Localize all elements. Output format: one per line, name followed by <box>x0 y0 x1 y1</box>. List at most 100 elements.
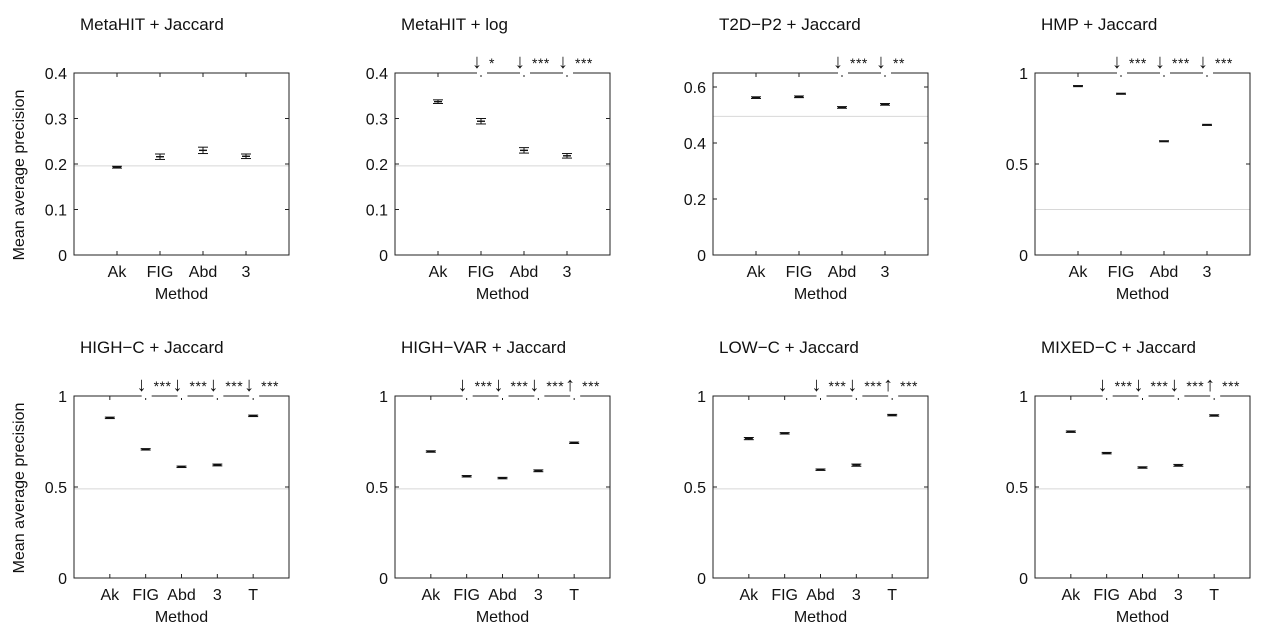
significance-mark: ↓ *** <box>458 374 492 398</box>
x-tick-label: Ak <box>429 264 449 281</box>
significance-mark: ↓ *** <box>1198 51 1233 75</box>
significance-stars: *** <box>261 378 279 394</box>
down-arrow-icon: ↓ <box>494 374 504 396</box>
data-point <box>198 146 208 155</box>
significance-stars: *** <box>1115 378 1133 394</box>
data-point <box>104 416 115 420</box>
significance-stars: *** <box>532 55 550 71</box>
down-arrow-icon: ↓ <box>472 51 482 73</box>
data-point <box>794 95 804 99</box>
axes-frame <box>1034 72 1251 256</box>
significance-stars: *** <box>582 378 600 394</box>
down-arrow-icon: ↓ <box>515 51 525 73</box>
significance-mark: ↓ *** <box>529 374 564 398</box>
data-point <box>112 165 122 169</box>
data-point <box>433 99 443 104</box>
axis-gap <box>838 71 848 75</box>
significance-mark: ↓ *** <box>833 51 868 75</box>
significance-mark: ↓ ** <box>876 51 905 75</box>
axes-frame <box>394 395 611 579</box>
down-arrow-icon: ↓ <box>458 374 468 396</box>
significance-mark: ↑ *** <box>565 374 600 398</box>
axis-gap <box>534 394 545 398</box>
x-tick-label: Ak <box>108 264 128 281</box>
data-point <box>212 463 223 467</box>
down-arrow-icon: ↓ <box>1134 374 1144 396</box>
y-tick-label: 0 <box>58 571 67 588</box>
x-tick-label: FIG <box>786 264 813 281</box>
significance-stars: *** <box>850 55 868 71</box>
y-tick-label: 1 <box>697 389 706 406</box>
x-axis-label: Method <box>476 286 529 303</box>
x-axis-label: Method <box>1116 609 1169 626</box>
x-tick-label: FIG <box>771 587 798 604</box>
data-point <box>425 450 436 453</box>
significance-mark: ↓ *** <box>1155 51 1190 75</box>
x-axis-label: Method <box>155 609 208 626</box>
significance-stars: * <box>489 55 495 71</box>
data-point <box>779 432 790 435</box>
axis-gap <box>816 394 827 398</box>
significance-mark: ↑ *** <box>1205 374 1240 398</box>
significance-stars: *** <box>900 378 918 394</box>
y-tick-label: 0 <box>1019 571 1028 588</box>
significance-stars: *** <box>154 378 172 394</box>
significance-stars: *** <box>511 378 529 394</box>
y-tick-label: 0.3 <box>366 112 388 129</box>
axis-gap <box>177 394 188 398</box>
data-point <box>1173 463 1184 467</box>
up-arrow-icon: ↑ <box>1205 374 1215 396</box>
y-tick-label: 0.1 <box>366 203 388 220</box>
significance-mark: ↓ *** <box>1169 374 1204 398</box>
axis-gap <box>881 71 891 75</box>
significance-mark: ↓ *** <box>494 374 529 398</box>
axis-gap <box>498 394 509 398</box>
down-arrow-icon: ↓ <box>529 374 539 396</box>
x-axis-label: Method <box>1116 286 1169 303</box>
y-tick-label: 0.5 <box>1006 157 1028 174</box>
axis-gap <box>852 394 863 398</box>
data-point <box>887 413 898 417</box>
data-point <box>751 96 761 99</box>
down-arrow-icon: ↓ <box>1198 51 1208 73</box>
x-tick-label: FIG <box>1093 587 1120 604</box>
significance-mark: ↓ *** <box>244 374 279 398</box>
x-tick-label: Ak <box>100 587 120 604</box>
data-point <box>248 414 259 418</box>
chart-title: HIGH−C + Jaccard <box>80 338 224 357</box>
data-point <box>1101 451 1112 455</box>
x-tick-label: 3 <box>852 587 861 604</box>
significance-stars: *** <box>1129 55 1147 71</box>
down-arrow-icon: ↓ <box>1112 51 1122 73</box>
x-tick-label: Ak <box>421 587 441 604</box>
data-point <box>815 468 826 471</box>
x-tick-label: Abd <box>510 264 538 281</box>
x-tick-label: 3 <box>213 587 222 604</box>
x-tick-label: T <box>887 587 897 604</box>
x-tick-label: Abd <box>828 264 856 281</box>
data-point <box>1159 140 1169 143</box>
significance-stars: *** <box>1172 55 1190 71</box>
data-point <box>1202 123 1212 126</box>
significance-stars: *** <box>190 378 208 394</box>
significance-stars: *** <box>864 378 882 394</box>
chart-title: HMP + Jaccard <box>1041 15 1157 34</box>
y-tick-label: 0 <box>379 248 388 265</box>
data-point <box>1209 414 1220 417</box>
significance-stars: *** <box>1215 55 1233 71</box>
up-arrow-icon: ↑ <box>883 374 893 396</box>
axes-frame <box>73 72 290 256</box>
x-tick-label: Abd <box>488 587 516 604</box>
x-tick-label: FIG <box>132 587 159 604</box>
y-tick-label: 0.4 <box>366 66 388 83</box>
down-arrow-icon: ↓ <box>208 374 218 396</box>
axis-gap <box>477 71 487 75</box>
down-arrow-icon: ↓ <box>833 51 843 73</box>
y-tick-label: 0.1 <box>45 203 67 220</box>
significance-stars: ** <box>893 55 905 71</box>
down-arrow-icon: ↓ <box>812 374 822 396</box>
data-point <box>155 153 165 160</box>
